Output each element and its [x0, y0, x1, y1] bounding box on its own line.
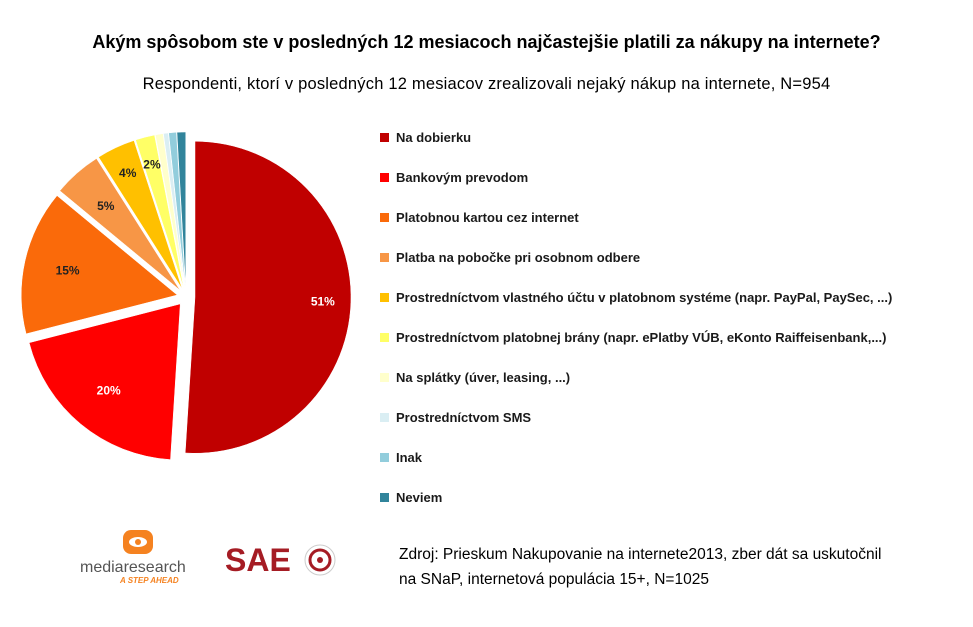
- legend-item: Platba na pobočke pri osobnom odbere: [380, 248, 640, 266]
- legend-swatch: [380, 172, 389, 182]
- legend-swatch: [380, 132, 389, 142]
- legend-swatch: [380, 372, 389, 382]
- svg-text:A STEP AHEAD: A STEP AHEAD: [119, 576, 179, 585]
- pie-slice-3: [59, 158, 181, 291]
- legend-label: Inak: [396, 449, 423, 465]
- legend-item: Prostredníctvom platobnej brány (napr. e…: [380, 328, 886, 346]
- data-label-1: 20%: [97, 383, 121, 397]
- legend-item: Platobnou kartou cez internet: [380, 208, 579, 226]
- data-label-5: 2%: [143, 157, 161, 171]
- source-line-2: na SNaP, internetová populácia 15+, N=10…: [399, 571, 709, 588]
- legend-label: Neviem: [396, 489, 443, 505]
- legend-label: Platobnou kartou cez internet: [396, 209, 579, 225]
- legend-item: Prostredníctvom vlastného účtu v platobn…: [380, 288, 892, 306]
- legend-item: Bankovým prevodom: [380, 168, 528, 186]
- pie-slice-1: [28, 303, 181, 460]
- pie-slice-9: [176, 131, 186, 289]
- data-label-4: 4%: [119, 166, 137, 180]
- source-line-1: Zdroj: Prieskum Nakupovanie na internete…: [399, 546, 882, 563]
- chart-title: Akým spôsobom ste v posledných 12 mesiac…: [92, 32, 881, 52]
- mediaresearch-logo: mediaresearch A STEP AHEAD: [80, 530, 200, 585]
- legend-label: Prostredníctvom SMS: [396, 409, 532, 425]
- source-note: Zdroj: Prieskum Nakupovanie na internete…: [399, 542, 882, 592]
- legend-item: Na dobierku: [380, 128, 471, 146]
- legend-swatch: [380, 412, 389, 422]
- sae-logo: SAE: [225, 540, 340, 585]
- legend-item: Prostredníctvom SMS: [380, 408, 531, 426]
- legend-item: Inak: [380, 448, 422, 466]
- legend-item: Neviem: [380, 488, 442, 506]
- data-label-3: 5%: [97, 199, 115, 213]
- legend-swatch: [380, 212, 389, 222]
- legend-swatch: [380, 292, 389, 302]
- legend-swatch: [380, 452, 389, 462]
- legend-label: Na dobierku: [396, 129, 472, 145]
- svg-text:mediaresearch: mediaresearch: [80, 559, 186, 576]
- legend-item: Na splátky (úver, leasing, ...): [380, 368, 570, 386]
- pie-slice-7: [163, 132, 186, 289]
- pie-slice-5: [135, 134, 185, 289]
- pie-chart: 51% 20% 15% 5% 4% 2%: [20, 131, 352, 460]
- legend-label: Platba na pobočke pri osobnom odbere: [396, 249, 641, 265]
- pie-slice-6: [155, 133, 185, 289]
- pie-slice-8: [168, 132, 186, 289]
- legend-swatch: [380, 252, 389, 262]
- chart-subtitle: Respondenti, ktorí v posledných 12 mesia…: [142, 75, 831, 93]
- pie-slice-4: [98, 140, 183, 289]
- legend-label: Na splátky (úver, leasing, ...): [396, 369, 571, 385]
- legend-swatch: [380, 332, 389, 342]
- svg-text:SAE: SAE: [225, 542, 291, 578]
- legend-swatch: [380, 492, 389, 502]
- data-label-2: 15%: [56, 264, 80, 278]
- data-label-0: 51%: [311, 294, 335, 308]
- legend-label: Prostredníctvom vlastného účtu v platobn…: [396, 289, 893, 305]
- pie-slice-0: [184, 141, 352, 454]
- pie-slice-2: [20, 195, 178, 335]
- legend-label: Prostredníctvom platobnej brány (napr. e…: [396, 329, 887, 345]
- legend-label: Bankovým prevodom: [396, 169, 529, 185]
